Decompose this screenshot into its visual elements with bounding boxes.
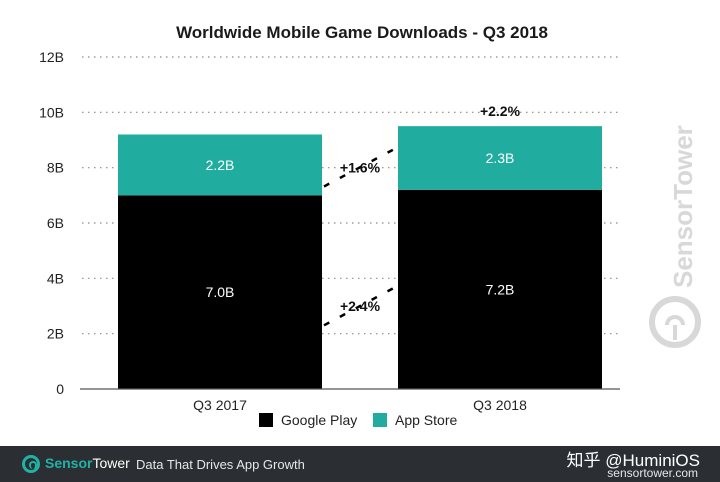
y-tick-label: 12B: [39, 49, 64, 65]
x-tick-label: Q3 2017: [193, 397, 247, 413]
y-tick-label: 2B: [47, 326, 64, 342]
bar-value-label: 7.2B: [486, 281, 515, 297]
legend: Google Play App Store: [259, 412, 457, 428]
footer-credit: 知乎 @HuminiOS: [566, 451, 700, 470]
watermark: SensorTower: [649, 125, 701, 348]
growth-annotations: +2.4% +1.6% +2.2%: [323, 103, 521, 327]
stacked-bar-chart: Worldwide Mobile Game Downloads - Q3 201…: [39, 23, 701, 428]
footer-website: sensortower.com: [607, 466, 698, 480]
chart-area: Worldwide Mobile Game Downloads - Q3 201…: [39, 23, 701, 428]
bar-labels: 7.0B 2.2B 7.2B 2.3B: [206, 150, 515, 300]
y-axis-ticks: 0 2B 4B 6B 8B 10B 12B: [39, 49, 64, 397]
watermark-text: SensorTower: [668, 125, 698, 288]
bar-value-label: 7.0B: [206, 284, 235, 300]
bar-segment: [118, 134, 322, 196]
bar-segment: [118, 195, 322, 389]
legend-swatch: [259, 413, 273, 427]
footer-brand: SensorTower: [45, 455, 130, 471]
y-tick-label: 6B: [47, 215, 64, 231]
footer-bar: SensorTower Data That Drives App Growth …: [0, 446, 720, 482]
watermark-logo-icon: [649, 296, 701, 348]
chart-title: Worldwide Mobile Game Downloads - Q3 201…: [176, 23, 548, 42]
y-tick-label: 4B: [47, 270, 64, 286]
y-tick-label: 0: [56, 381, 64, 397]
y-tick-label: 10B: [39, 104, 64, 120]
growth-label: +1.6%: [340, 159, 381, 175]
bars: [118, 126, 602, 389]
brand-part1: Sensor: [45, 455, 93, 471]
bar-value-label: 2.2B: [206, 157, 235, 173]
x-axis-ticks: Q3 2017 Q3 2018: [193, 397, 527, 413]
sensortower-logo-icon: [22, 455, 40, 473]
growth-connector-line: [323, 285, 397, 327]
brand-part2: Tower: [92, 455, 130, 471]
bar-value-label: 2.3B: [486, 150, 515, 166]
growth-label: +2.4%: [340, 298, 381, 314]
x-tick-label: Q3 2018: [473, 397, 527, 413]
legend-label: Google Play: [281, 412, 357, 428]
growth-connector-line: [323, 147, 397, 188]
legend-label: App Store: [395, 412, 457, 428]
total-growth-label: +2.2%: [480, 103, 521, 119]
y-tick-label: 8B: [47, 160, 64, 176]
bar-segment: [398, 126, 602, 190]
footer-tagline: Data That Drives App Growth: [136, 457, 305, 472]
bar-segment: [398, 189, 602, 389]
legend-swatch: [373, 413, 387, 427]
